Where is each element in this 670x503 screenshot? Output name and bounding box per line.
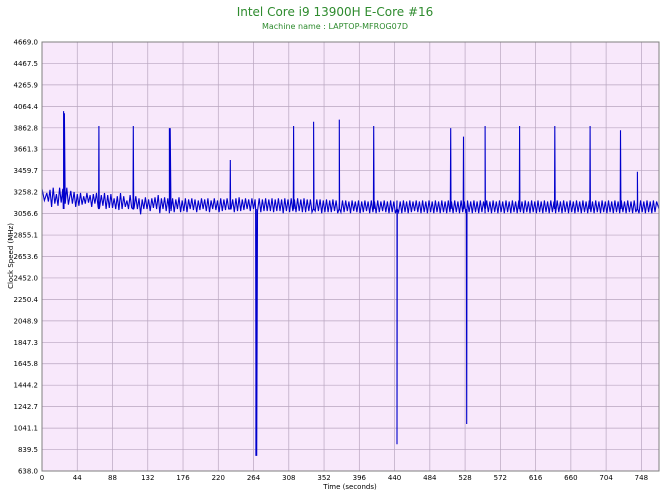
x-tick-label: 44 — [73, 474, 82, 482]
y-tick-label: 4265.9 — [14, 81, 39, 89]
y-tick-label: 1847.3 — [14, 339, 39, 347]
y-tick-label: 1242.7 — [14, 403, 39, 411]
gridlines — [41, 41, 659, 472]
x-tick-label: 308 — [282, 474, 295, 482]
y-tick-label: 2855.1 — [14, 232, 39, 240]
y-tick-label: 1041.1 — [14, 425, 39, 433]
x-tick-label: 132 — [141, 474, 154, 482]
x-axis-ticks: 0 44 88 132 176 220 264 308 352 396 440 484 528 572 61… — [40, 474, 648, 482]
y-tick-label: 4669.0 — [14, 39, 39, 47]
x-tick-label: 748 — [635, 474, 648, 482]
y-tick-label: 4064.4 — [14, 103, 39, 111]
x-tick-label: 176 — [176, 474, 190, 482]
x-tick-label: 0 — [40, 474, 44, 482]
x-tick-label: 572 — [494, 474, 507, 482]
x-axis-label: Time (seconds) — [322, 483, 377, 491]
y-tick-label: 1645.8 — [14, 360, 39, 368]
x-tick-label: 352 — [317, 474, 330, 482]
x-tick-label: 484 — [423, 474, 437, 482]
y-axis-ticks: 638.0 839.5 1041.1 1242.7 1444.2 1645.8 1847.3… — [14, 39, 39, 476]
x-tick-label: 396 — [353, 474, 367, 482]
chart-subtitle: Machine name : LAPTOP-MFROG07D — [262, 22, 408, 31]
plot-border — [41, 41, 660, 472]
y-tick-label: 3459.7 — [14, 167, 39, 175]
y-tick-label: 1444.2 — [14, 382, 39, 390]
y-tick-label: 3862.8 — [14, 124, 39, 132]
x-tick-label: 440 — [388, 474, 401, 482]
y-axis-label: Clock Speed (MHz) — [7, 223, 15, 289]
x-tick-label: 704 — [599, 474, 613, 482]
y-tick-label: 2452.0 — [14, 274, 39, 282]
y-tick-label: 3258.2 — [14, 189, 39, 197]
x-tick-label: 264 — [247, 474, 261, 482]
chart-title: Intel Core i9 13900H E-Core #16 — [237, 5, 434, 19]
x-tick-label: 660 — [564, 474, 577, 482]
y-tick-label: 2250.4 — [14, 296, 39, 304]
y-tick-label: 638.0 — [18, 468, 38, 476]
x-tick-label: 88 — [108, 474, 117, 482]
x-tick-label: 528 — [458, 474, 471, 482]
y-tick-label: 839.5 — [18, 446, 38, 454]
y-tick-label: 2653.6 — [14, 253, 39, 261]
series-line-clock-speed — [41, 111, 660, 456]
x-tick-label: 220 — [212, 474, 225, 482]
y-tick-label: 3661.3 — [14, 146, 39, 154]
y-tick-label: 2048.9 — [14, 317, 39, 325]
x-tick-label: 616 — [529, 474, 543, 482]
y-tick-label: 4467.5 — [14, 60, 39, 68]
y-tick-label: 3056.6 — [14, 210, 39, 218]
